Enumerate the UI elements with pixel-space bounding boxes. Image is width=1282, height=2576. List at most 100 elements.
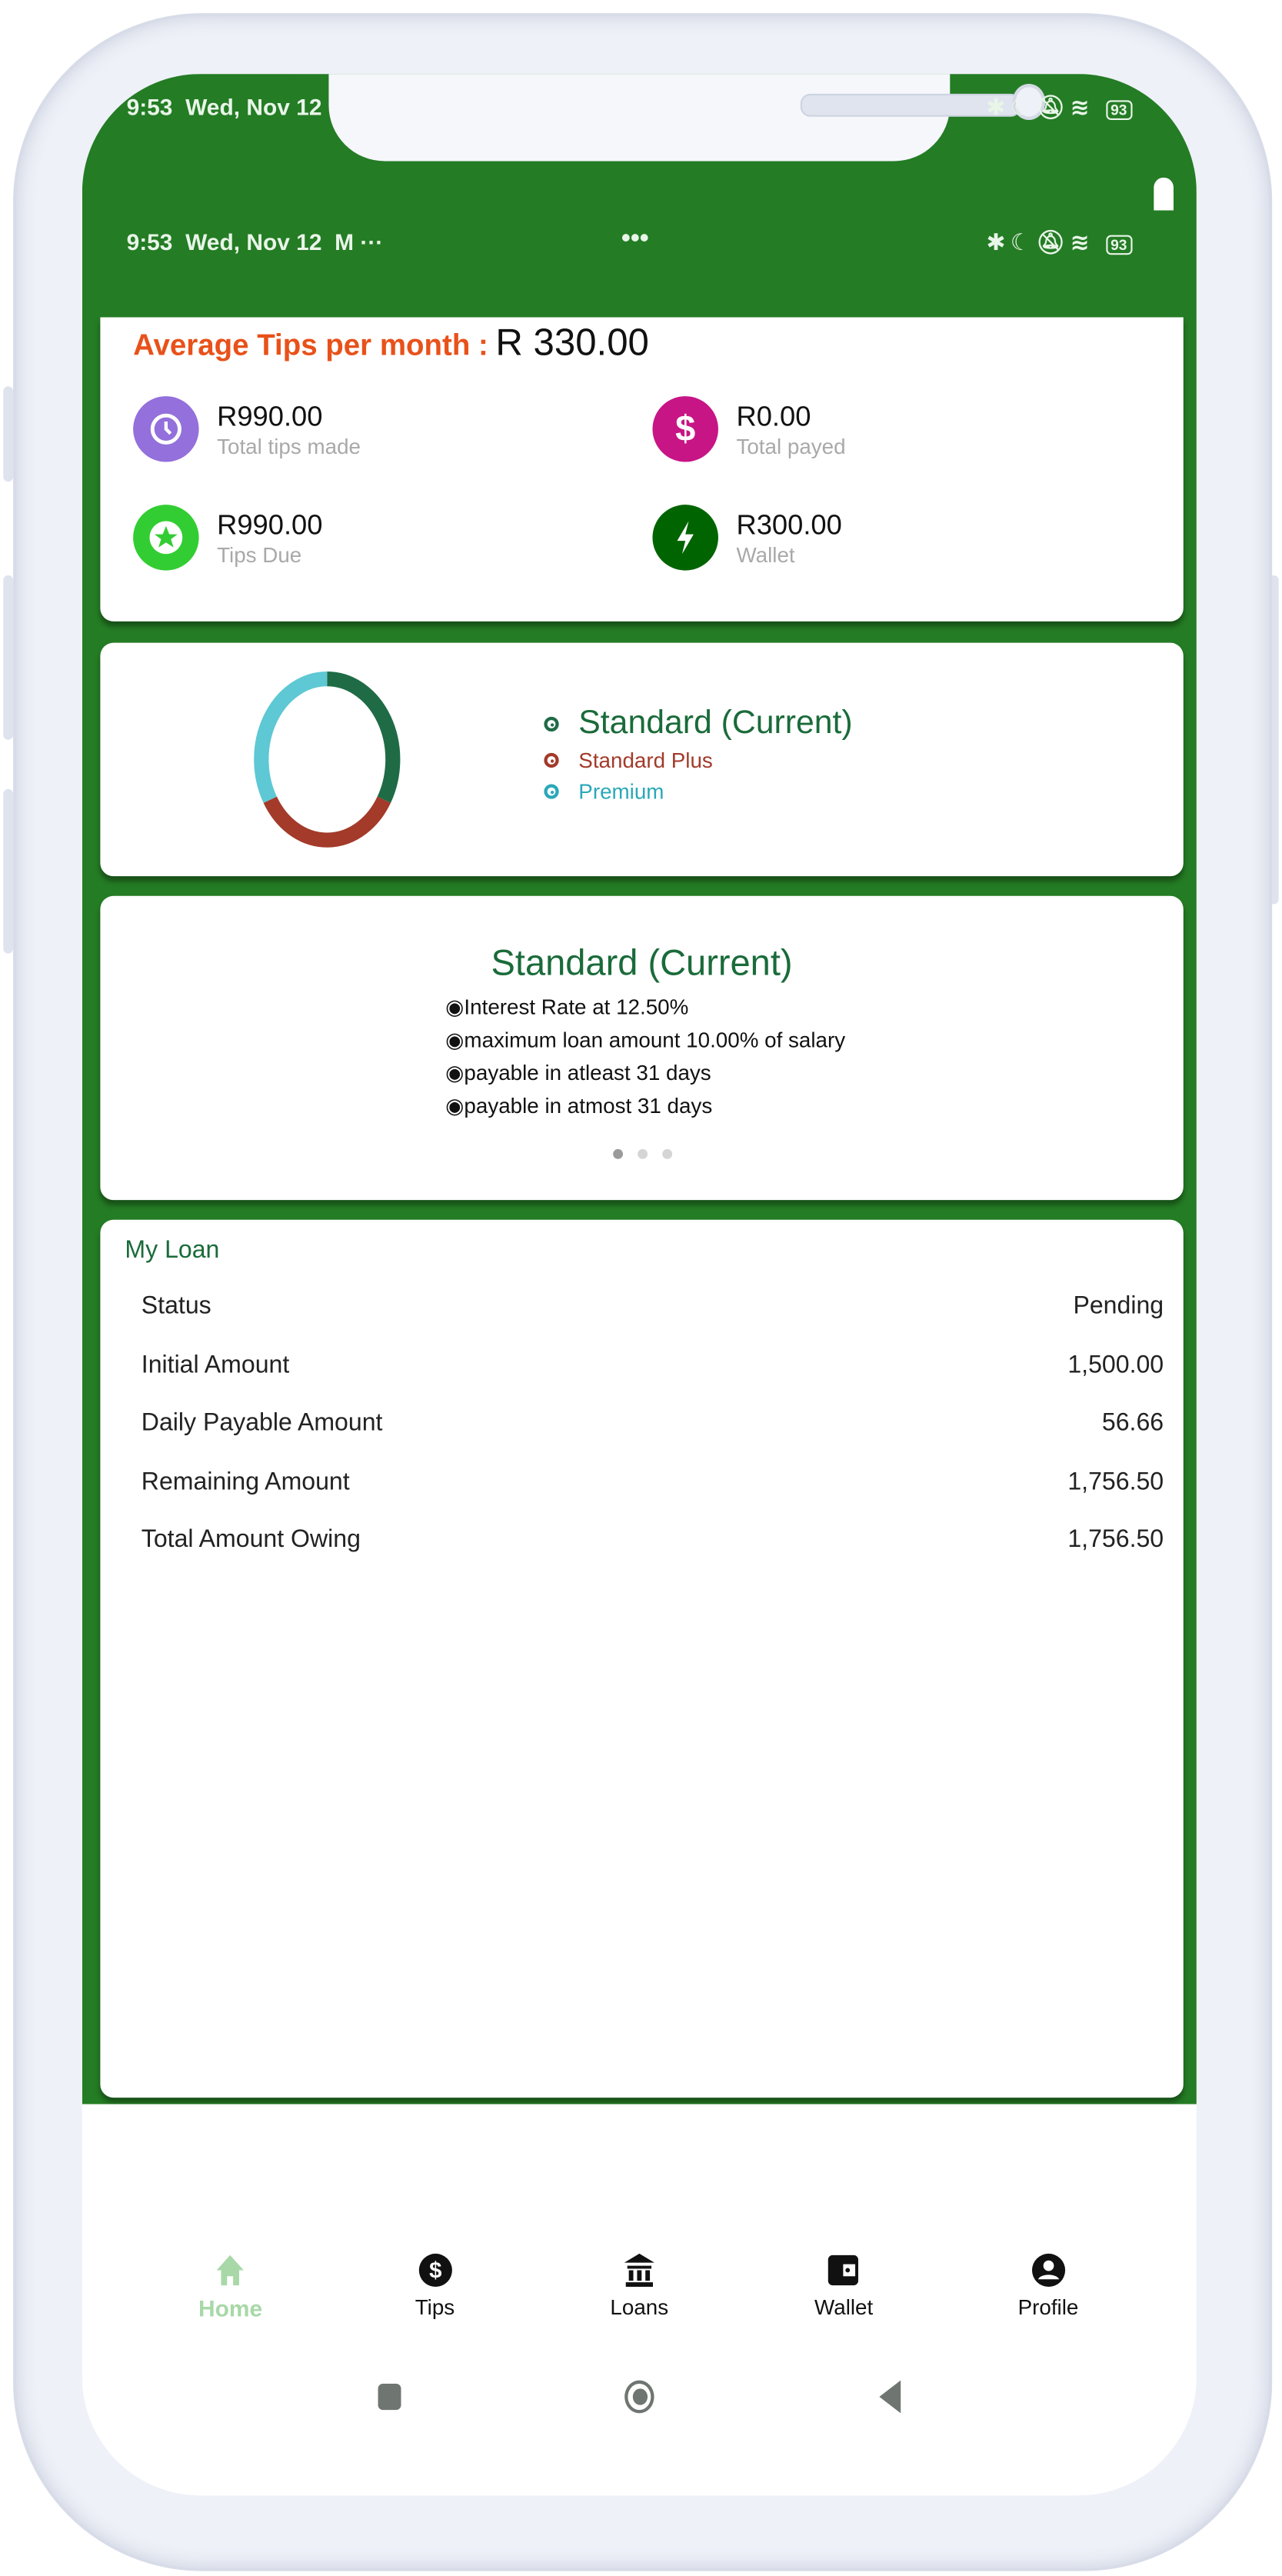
nav-label: Wallet xyxy=(814,2294,874,2320)
gmail-icon: M ··· xyxy=(328,228,384,255)
bullet-icon: ◉ xyxy=(445,995,465,1020)
my-loan-title: My Loan xyxy=(125,1236,220,1265)
nav-wallet[interactable]: Wallet xyxy=(778,2252,910,2321)
wifi-icon: ≋ xyxy=(1070,228,1094,255)
nav-loans[interactable]: Loans xyxy=(574,2252,705,2321)
nav-home[interactable]: Home xyxy=(165,2252,296,2321)
carousel-dot[interactable] xyxy=(637,1148,647,1159)
status-icons: ✱☾🔕︎≋ 93 xyxy=(986,228,1132,256)
legend-label: Standard Plus xyxy=(578,748,713,773)
stat-item: R300.00 Wallet xyxy=(652,505,842,571)
stat-item: R990.00 Total tips made xyxy=(133,396,361,462)
clock-icon xyxy=(133,396,199,462)
loan-row-label: Remaining Amount xyxy=(141,1467,350,1495)
legend-dot xyxy=(544,752,559,768)
stat-label: Tips Due xyxy=(217,542,302,567)
carousel-dots xyxy=(100,1148,1183,1159)
status-date: Wed, Nov 12 xyxy=(185,228,322,255)
carousel-dot[interactable] xyxy=(661,1148,672,1159)
legend-item-premium[interactable]: Premium xyxy=(544,779,852,804)
plan-feature: ◉maximum loan amount 10.00% of salary xyxy=(445,1028,845,1054)
loan-row-value: 1,756.50 xyxy=(1067,1525,1164,1554)
bottom-area: Home $ Tips Loans Wallet Profile xyxy=(82,2104,1197,2496)
home-icon xyxy=(165,2252,296,2288)
status-bar: 9:53 Wed, Nov 12 M ··· xyxy=(127,228,384,255)
plan-feature-text: payable in atmost 31 days xyxy=(464,1093,713,1118)
dollar-circle-icon: $ xyxy=(369,2252,501,2288)
plan-feature: ◉Interest Rate at 12.50% xyxy=(445,995,845,1021)
nav-label: Loans xyxy=(610,2294,669,2320)
plan-features: ◉Interest Rate at 12.50% ◉maximum loan am… xyxy=(445,995,845,1126)
loan-row-value: 1,500.00 xyxy=(1067,1350,1164,1379)
home-system-button[interactable] xyxy=(624,2380,654,2414)
plan-detail-card[interactable]: Standard (Current) ◉Interest Rate at 12.… xyxy=(100,895,1184,1201)
bottom-nav: Home $ Tips Loans Wallet Profile xyxy=(82,2252,1197,2321)
my-loan-card: My Loan Status Pending Initial Amount 1,500… xyxy=(100,1219,1184,2098)
carousel-dot[interactable] xyxy=(612,1148,622,1159)
nav-label: Home xyxy=(198,2294,263,2321)
legend-label: Premium xyxy=(578,779,664,805)
bluetooth-icon: ✱ xyxy=(986,228,1011,255)
dollar-icon: $ xyxy=(652,396,718,462)
bullet-icon: ◉ xyxy=(445,1060,465,1085)
loan-row-label: Initial Amount xyxy=(141,1350,290,1379)
plan-title: Standard (Current) xyxy=(491,941,793,984)
donut-slice-2[interactable] xyxy=(254,671,328,803)
tips-summary-card: Average Tips per month : R 330.00 R990.0… xyxy=(100,317,1184,622)
average-tips-value: R 330.00 xyxy=(495,320,649,364)
plan-feature: ◉payable in atmost 31 days xyxy=(445,1093,845,1119)
battery-icon: 93 xyxy=(1105,235,1132,255)
donut-slice-0[interactable] xyxy=(326,671,401,803)
legend-item-standard[interactable]: Standard (Current) xyxy=(544,705,853,743)
stat-value: R990.00 xyxy=(217,400,323,432)
plan-feature-text: Interest Rate at 12.50% xyxy=(464,995,689,1020)
donut-slice-1[interactable] xyxy=(263,796,391,848)
loan-row: Initial Amount 1,500.00 xyxy=(142,1351,1164,1378)
nav-profile[interactable]: Profile xyxy=(983,2252,1114,2321)
loan-row: Daily Payable Amount 56.66 xyxy=(142,1409,1164,1437)
loan-row-label: Total Amount Owing xyxy=(141,1525,361,1554)
stat-label: Total tips made xyxy=(217,433,361,458)
moon-icon: ☾ xyxy=(1010,228,1037,255)
legend-dot xyxy=(544,784,559,799)
profile-icon xyxy=(983,2252,1114,2288)
legend-dot xyxy=(544,716,559,732)
lightning-icon xyxy=(652,505,718,571)
loan-row: Status Pending xyxy=(142,1292,1164,1320)
loan-row-label: Status xyxy=(141,1291,211,1321)
loan-row: Total Amount Owing 1,756.50 xyxy=(142,1525,1164,1553)
loan-row-value: 1,756.50 xyxy=(1067,1467,1164,1495)
average-tips-label: Average Tips per month : xyxy=(133,328,488,362)
loan-row-value: Pending xyxy=(1073,1291,1164,1321)
camera xyxy=(1012,83,1046,121)
legend-item-standard-plus[interactable]: Standard Plus xyxy=(544,748,852,772)
plans-chart-card: Standard (Current) Standard Plus Premium xyxy=(100,642,1184,877)
back-button[interactable] xyxy=(879,2380,901,2414)
bullet-icon: ◉ xyxy=(445,1093,465,1118)
loan-row-label: Daily Payable Amount xyxy=(141,1408,383,1437)
side-button xyxy=(3,386,14,482)
star-icon xyxy=(133,505,199,571)
lock-indicator xyxy=(1154,177,1174,211)
plan-feature-text: payable in atleast 31 days xyxy=(464,1060,711,1085)
moon-icon: ☾ xyxy=(1010,93,1037,121)
status-time: 9:53 xyxy=(126,228,173,255)
nav-label: Profile xyxy=(1017,2294,1079,2320)
status-bar-top: 9:53 Wed, Nov 12 xyxy=(127,94,322,120)
recents-button[interactable] xyxy=(378,2383,401,2411)
bell-off-icon: 🔕︎ xyxy=(1036,228,1071,255)
status-icons-top: ✱☾🔕︎≋ 93 xyxy=(986,94,1132,122)
volume-down-button xyxy=(3,788,14,954)
loan-row-value: 56.66 xyxy=(1101,1408,1164,1437)
bluetooth-icon: ✱ xyxy=(986,93,1011,121)
bank-icon xyxy=(574,2252,705,2288)
stat-item: $ R0.00 Total payed xyxy=(652,396,846,462)
chart-legend: Standard (Current) Standard Plus Premium xyxy=(544,705,853,804)
more-dots: ••• xyxy=(621,225,649,254)
loan-row: Remaining Amount 1,756.50 xyxy=(142,1467,1164,1495)
nav-tips[interactable]: $ Tips xyxy=(369,2252,501,2321)
status-time: 9:53 xyxy=(126,93,173,121)
nav-label: Tips xyxy=(415,2294,455,2320)
stat-item: R990.00 Tips Due xyxy=(133,505,322,571)
plans-donut-chart xyxy=(254,671,401,848)
